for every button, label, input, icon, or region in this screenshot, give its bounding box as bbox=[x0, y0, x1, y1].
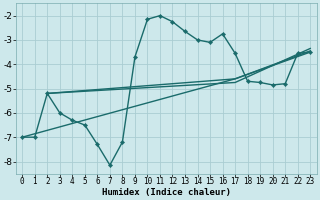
X-axis label: Humidex (Indice chaleur): Humidex (Indice chaleur) bbox=[102, 188, 231, 197]
